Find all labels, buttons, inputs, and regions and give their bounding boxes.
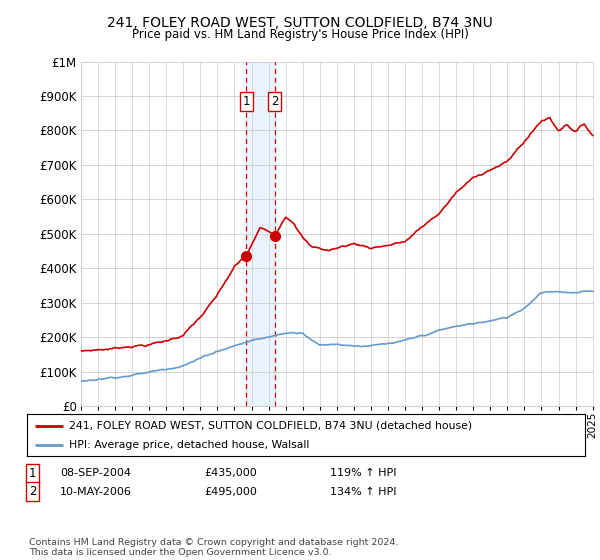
Text: 2: 2 — [29, 485, 36, 498]
Text: 1: 1 — [242, 95, 250, 108]
Text: 1: 1 — [29, 466, 36, 480]
Text: £495,000: £495,000 — [204, 487, 257, 497]
Text: HPI: Average price, detached house, Walsall: HPI: Average price, detached house, Wals… — [69, 440, 309, 450]
Text: 08-SEP-2004: 08-SEP-2004 — [60, 468, 131, 478]
Text: 241, FOLEY ROAD WEST, SUTTON COLDFIELD, B74 3NU: 241, FOLEY ROAD WEST, SUTTON COLDFIELD, … — [107, 16, 493, 30]
Text: 10-MAY-2006: 10-MAY-2006 — [60, 487, 132, 497]
Text: Contains HM Land Registry data © Crown copyright and database right 2024.
This d: Contains HM Land Registry data © Crown c… — [29, 538, 398, 557]
Text: £435,000: £435,000 — [204, 468, 257, 478]
Text: 119% ↑ HPI: 119% ↑ HPI — [330, 468, 397, 478]
Text: 134% ↑ HPI: 134% ↑ HPI — [330, 487, 397, 497]
Text: Price paid vs. HM Land Registry's House Price Index (HPI): Price paid vs. HM Land Registry's House … — [131, 28, 469, 41]
Text: 241, FOLEY ROAD WEST, SUTTON COLDFIELD, B74 3NU (detached house): 241, FOLEY ROAD WEST, SUTTON COLDFIELD, … — [69, 421, 472, 431]
Text: 2: 2 — [271, 95, 278, 108]
Bar — [246, 62, 275, 406]
